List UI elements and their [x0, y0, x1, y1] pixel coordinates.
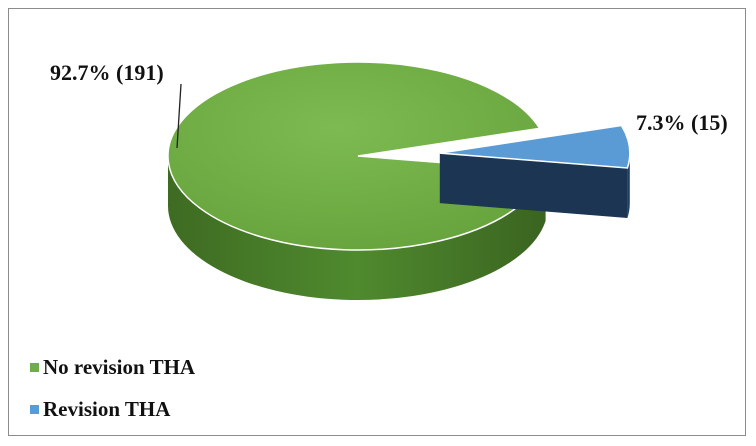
leader-line-no-revision	[176, 83, 182, 149]
data-label-revision: 7.3% (15)	[636, 110, 728, 135]
pie-slice-revision	[439, 124, 631, 169]
legend: No revision THA Revision THA	[30, 354, 195, 438]
legend-item-no-revision: No revision THA	[30, 354, 195, 380]
legend-label-revision: Revision THA	[43, 396, 171, 421]
legend-label-no-revision: No revision THA	[43, 354, 196, 379]
pie-side-no-revision-0	[168, 156, 546, 301]
legend-swatch-revision	[30, 404, 39, 414]
pie-cut-revision	[439, 153, 628, 219]
legend-swatch-no-revision	[30, 362, 39, 372]
data-label-no-revision: 92.7% (191)	[50, 60, 164, 85]
legend-item-revision: Revision THA	[30, 396, 195, 422]
pie-side-revision-0	[627, 153, 630, 219]
